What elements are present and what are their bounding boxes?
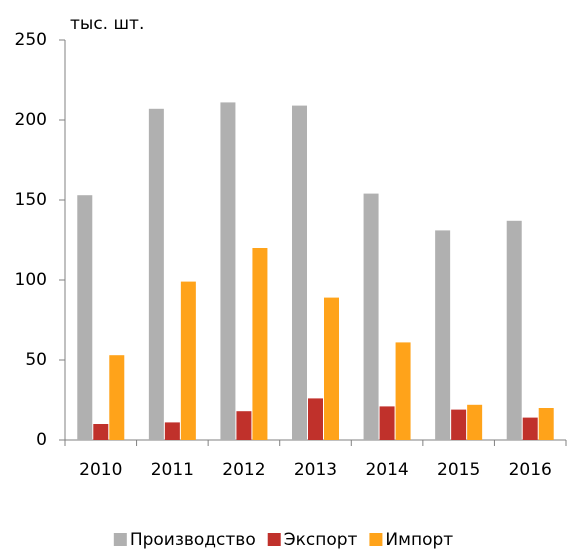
bar (109, 355, 125, 440)
x-tick-label: 2012 (222, 460, 265, 480)
y-tick-label: 0 (36, 430, 47, 450)
x-tick-label: 2016 (509, 460, 552, 480)
bar (379, 406, 395, 440)
bar (522, 417, 538, 440)
y-tick-label: 100 (15, 270, 47, 290)
bar (451, 409, 467, 440)
x-tick-label: 2015 (437, 460, 480, 480)
bar (252, 248, 268, 440)
x-tick-label: 2011 (151, 460, 194, 480)
legend-swatch (369, 533, 383, 546)
bar (363, 193, 379, 440)
y-tick-label: 150 (15, 190, 47, 210)
bar (467, 404, 483, 440)
legend-label: Импорт (385, 530, 453, 550)
bar (324, 297, 339, 440)
y-tick-label: 50 (25, 350, 47, 370)
bar (292, 105, 307, 440)
bar (180, 281, 196, 440)
bar (220, 102, 236, 441)
bar (93, 424, 109, 440)
legend-label: Производство (130, 530, 256, 550)
y-tick-label: 200 (15, 110, 47, 130)
bar (435, 230, 451, 440)
legend-swatch (267, 533, 281, 546)
bar (308, 398, 323, 440)
bar (148, 108, 164, 441)
bar (538, 408, 554, 440)
legend-label: Экспорт (284, 530, 358, 550)
bar (395, 342, 411, 440)
x-tick-label: 2013 (294, 460, 337, 480)
x-tick-label: 2010 (79, 460, 122, 480)
bar (236, 411, 252, 440)
y-axis-label: тыс. шт. (70, 14, 144, 34)
bar (164, 422, 180, 440)
bar (506, 220, 522, 440)
x-tick-label: 2014 (365, 460, 408, 480)
bar (77, 195, 93, 440)
y-tick-label: 250 (15, 30, 47, 50)
legend-swatch (113, 533, 127, 546)
